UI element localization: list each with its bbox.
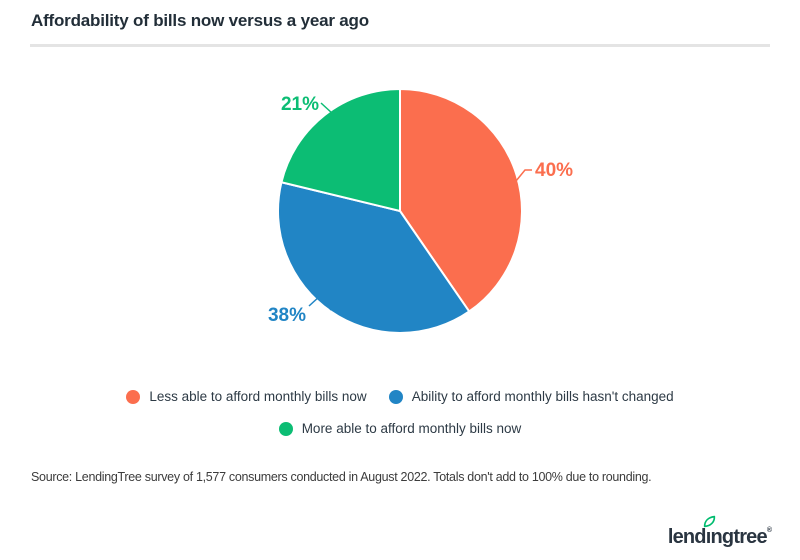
legend-item-2: Ability to afford monthly bills hasn't c… bbox=[388, 389, 674, 404]
logo-text-post: ngtree bbox=[710, 526, 768, 548]
legend-item-label: Less able to afford monthly bills now bbox=[149, 389, 367, 404]
logo-i-glyph: ı bbox=[705, 526, 712, 548]
legend-dot-3 bbox=[278, 421, 293, 436]
pie-slice-1 bbox=[399, 88, 523, 313]
pie-label-2: 38% bbox=[268, 305, 306, 326]
legend-item-3: More able to afford monthly bills now bbox=[278, 421, 522, 436]
legend-item-1: Less able to afford monthly bills now bbox=[126, 389, 367, 404]
chart-title: Affordability of bills now versus a year… bbox=[31, 11, 369, 30]
legend-item-label: Ability to afford monthly bills hasn't c… bbox=[411, 389, 674, 404]
legend: Less able to afford monthly bills now Abi… bbox=[100, 389, 700, 436]
label-leader-2 bbox=[308, 294, 332, 311]
pie-chart: 40% 38% 21% bbox=[268, 88, 573, 334]
legend-dot-2 bbox=[388, 389, 403, 404]
registered-mark: ® bbox=[766, 527, 772, 534]
pie-label-1: 40% bbox=[535, 160, 573, 181]
label-leader-1 bbox=[515, 169, 532, 182]
lendingtree-logo: lend ıngtree® bbox=[667, 515, 772, 549]
label-leader-3 bbox=[320, 102, 334, 115]
leaf-icon bbox=[703, 515, 715, 528]
pie-slice-2 bbox=[277, 181, 471, 334]
pie-label-3: 21% bbox=[281, 94, 319, 115]
logo-text-pre: lend bbox=[667, 526, 707, 548]
source-note: Source: LendingTree survey of 1,577 cons… bbox=[31, 470, 652, 484]
legend-item-label: More able to afford monthly bills now bbox=[301, 421, 522, 436]
legend-dot-1 bbox=[126, 389, 141, 404]
logo-letter-i: ı bbox=[703, 515, 715, 549]
pie-slice-3 bbox=[280, 88, 401, 212]
title-divider bbox=[30, 44, 770, 47]
